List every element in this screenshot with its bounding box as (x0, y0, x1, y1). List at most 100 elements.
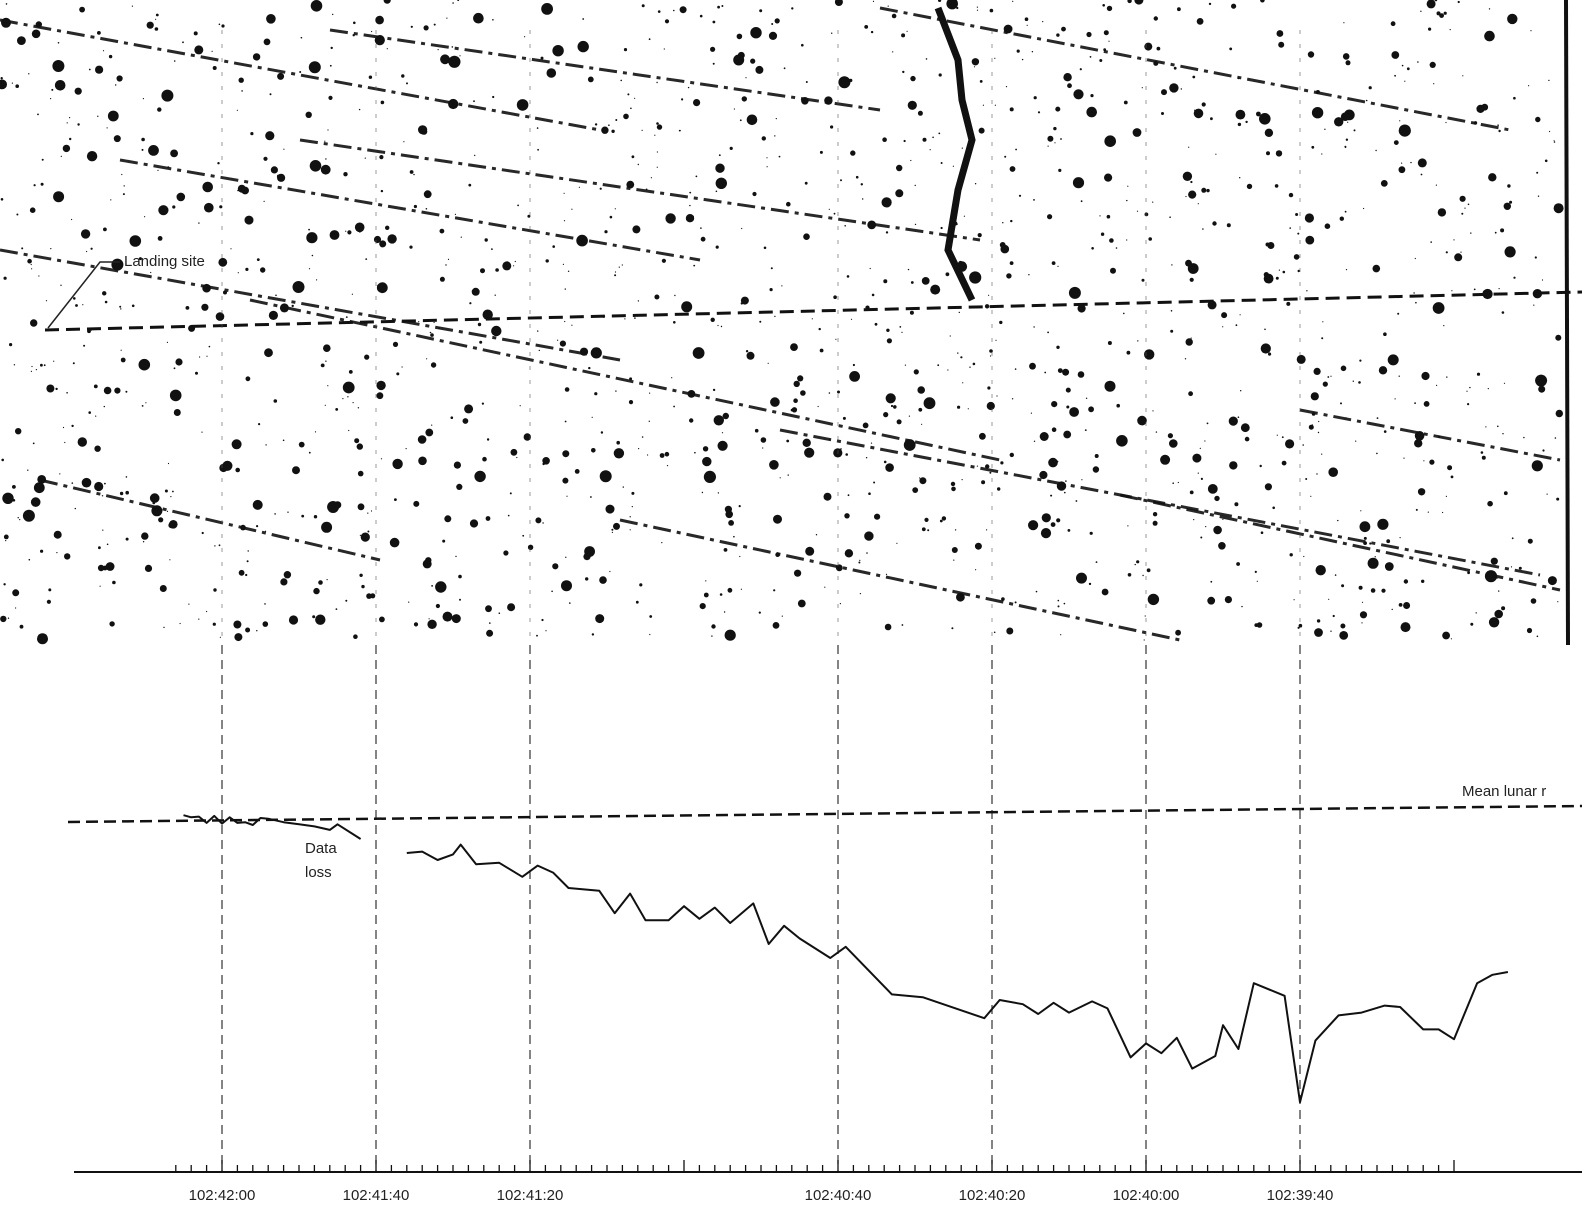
photo-speck (1321, 337, 1324, 340)
photo-speck (212, 622, 216, 626)
photo-speck (629, 529, 631, 531)
photo-speck (1259, 113, 1271, 125)
photo-speck (1110, 267, 1116, 274)
photo-speck (874, 322, 878, 326)
photo-speck (19, 624, 24, 629)
photo-speck (471, 287, 480, 296)
photo-speck (328, 95, 333, 100)
photo-speck (144, 216, 146, 218)
photo-speck (766, 166, 768, 168)
photo-speck (1316, 473, 1318, 475)
photo-speck (105, 562, 115, 571)
photo-speck (260, 267, 266, 273)
photo-speck (1535, 116, 1541, 123)
photo-speck (901, 331, 903, 333)
photo-speck (956, 592, 965, 602)
photo-speck (244, 215, 254, 225)
photo-speck (17, 517, 19, 519)
photo-speck (564, 387, 570, 392)
photo-speck (1503, 382, 1506, 384)
photo-speck (446, 17, 448, 19)
photo-speck (149, 493, 160, 503)
photo-speck (1239, 314, 1241, 316)
x-tick-label: 102:42:00 (189, 1187, 256, 1204)
photo-speck (292, 466, 300, 475)
photo-speck (855, 175, 859, 179)
photo-speck (896, 164, 903, 172)
photo-speck (308, 451, 311, 454)
photo-speck (1260, 343, 1271, 354)
photo-speck (1088, 582, 1092, 586)
photo-speck (392, 458, 403, 470)
photo-speck (30, 319, 38, 327)
photo-speck (1235, 324, 1238, 327)
photo-speck (631, 155, 635, 159)
photo-speck (1064, 491, 1066, 494)
photo-speck (1527, 538, 1533, 544)
photo-speck (951, 547, 958, 553)
photo-speck (425, 208, 428, 210)
photo-speck (1484, 30, 1495, 42)
photo-speck (1085, 397, 1088, 399)
photo-speck (1327, 376, 1330, 378)
photo-speck (715, 177, 727, 189)
photo-speck (1398, 375, 1400, 377)
photo-speck (426, 358, 428, 360)
photo-speck (1080, 200, 1083, 203)
photo-speck (1011, 398, 1014, 400)
photo-speck (1305, 478, 1308, 480)
photo-speck (940, 162, 943, 164)
photo-speck (413, 500, 420, 507)
photo-speck (233, 620, 242, 629)
photo-speck (1302, 444, 1304, 446)
photo-speck (614, 274, 617, 277)
photo-speck (1126, 239, 1128, 241)
photo-speck (247, 550, 249, 552)
photo-speck (899, 326, 902, 328)
photo-speck (0, 77, 3, 80)
photo-speck (628, 400, 634, 405)
photo-speck (859, 559, 861, 562)
photo-speck (1361, 601, 1364, 603)
photo-speck (327, 501, 340, 513)
photo-speck (5, 540, 7, 542)
photo-speck (1086, 106, 1097, 118)
photo-speck (1067, 83, 1072, 89)
photo-speck (1523, 436, 1525, 439)
photo-speck (1553, 140, 1555, 142)
photo-speck (1161, 112, 1164, 115)
photo-speck (641, 129, 643, 131)
photo-speck (264, 603, 266, 605)
photo-speck (1454, 253, 1463, 262)
photo-speck (418, 456, 427, 466)
photo-speck (850, 318, 853, 320)
photo-background (0, 0, 1582, 645)
photo-speck (939, 519, 943, 523)
photo-speck (1226, 223, 1231, 228)
photo-speck (74, 507, 77, 510)
photo-speck (1293, 254, 1300, 260)
photo-speck (794, 569, 802, 577)
photo-speck (94, 481, 104, 492)
photo-speck (327, 129, 329, 131)
photo-speck (380, 189, 384, 193)
photo-speck (452, 2, 454, 4)
photo-speck (343, 172, 348, 177)
photo-speck (27, 258, 32, 264)
photo-speck (455, 555, 457, 558)
photo-speck (699, 14, 703, 18)
photo-speck (1546, 493, 1548, 495)
photo-speck (693, 99, 701, 107)
photo-speck (739, 119, 742, 122)
photo-speck (649, 615, 653, 618)
photo-speck (717, 440, 728, 451)
photo-speck (1127, 0, 1132, 4)
photo-speck (1001, 597, 1005, 601)
photo-speck (574, 469, 580, 474)
photo-speck (1391, 608, 1393, 611)
photo-speck (649, 392, 651, 394)
photo-speck (881, 197, 892, 208)
photo-speck (435, 603, 440, 609)
photo-speck (584, 546, 595, 557)
photo-speck (7, 617, 10, 619)
